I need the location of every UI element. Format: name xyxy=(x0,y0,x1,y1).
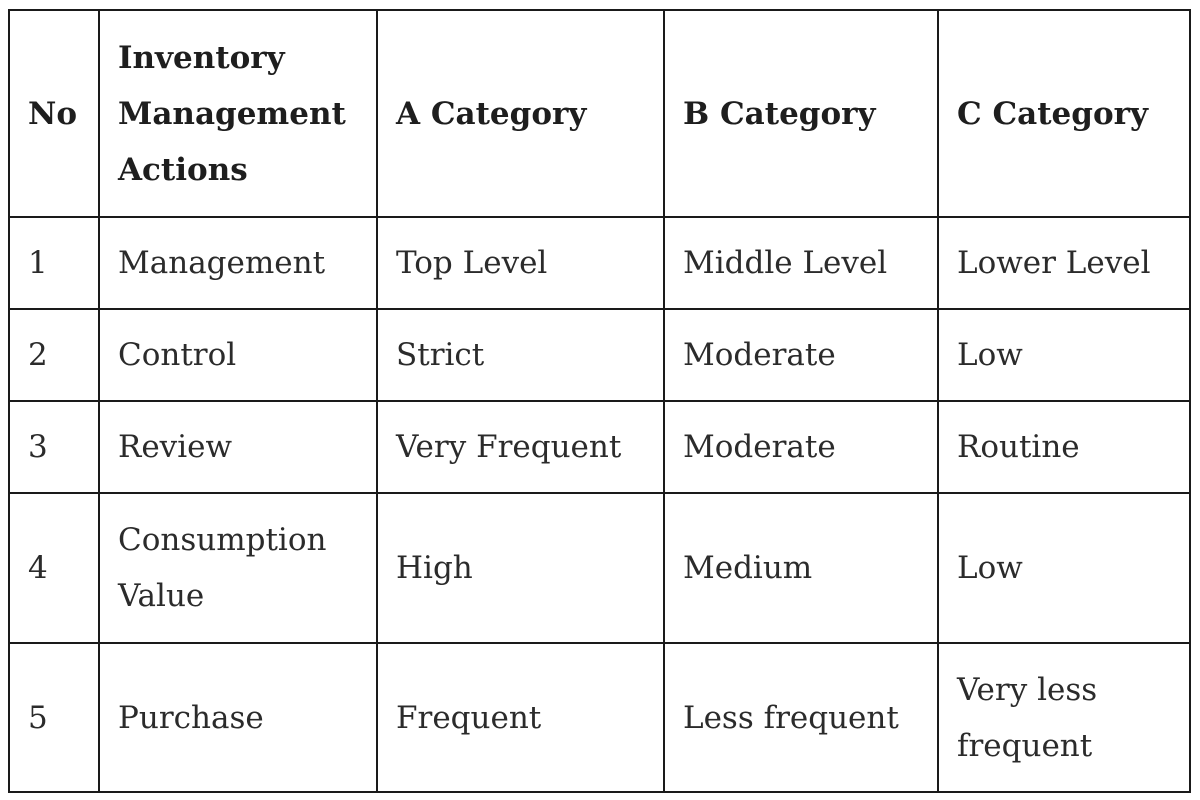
cell-action: Control xyxy=(98,308,378,402)
abc-inventory-table: No Inventory Management Actions A Catego… xyxy=(8,9,1191,793)
table-row: 2 Control Strict Moderate Low xyxy=(8,308,1191,402)
table-row: 4 Consumption Value High Medium Low xyxy=(8,492,1191,644)
table-row: 3 Review Very Frequent Moderate Routine xyxy=(8,400,1191,494)
header-no: No xyxy=(8,9,100,218)
cell-b-category: Medium xyxy=(663,492,939,644)
cell-b-category: Moderate xyxy=(663,308,939,402)
cell-action: Purchase xyxy=(98,642,378,793)
cell-c-category: Very less frequent xyxy=(937,642,1191,793)
cell-b-category: Less frequent xyxy=(663,642,939,793)
cell-action: Review xyxy=(98,400,378,494)
table-header-row: No Inventory Management Actions A Catego… xyxy=(8,9,1191,218)
cell-no: 5 xyxy=(8,642,100,793)
cell-c-category: Low xyxy=(937,308,1191,402)
cell-c-category: Low xyxy=(937,492,1191,644)
cell-a-category: High xyxy=(376,492,665,644)
header-a-category: A Category xyxy=(376,9,665,218)
header-inventory-management-actions: Inventory Management Actions xyxy=(98,9,378,218)
cell-a-category: Top Level xyxy=(376,216,665,310)
cell-no: 2 xyxy=(8,308,100,402)
cell-c-category: Routine xyxy=(937,400,1191,494)
cell-no: 3 xyxy=(8,400,100,494)
cell-action: Management xyxy=(98,216,378,310)
cell-a-category: Frequent xyxy=(376,642,665,793)
cell-no: 1 xyxy=(8,216,100,310)
cell-b-category: Middle Level xyxy=(663,216,939,310)
table-row: 1 Management Top Level Middle Level Lowe… xyxy=(8,216,1191,310)
cell-action: Consumption Value xyxy=(98,492,378,644)
table-row: 5 Purchase Frequent Less frequent Very l… xyxy=(8,642,1191,793)
abc-table-container: No Inventory Management Actions A Catego… xyxy=(8,9,1191,793)
cell-a-category: Strict xyxy=(376,308,665,402)
cell-no: 4 xyxy=(8,492,100,644)
cell-a-category: Very Frequent xyxy=(376,400,665,494)
cell-b-category: Moderate xyxy=(663,400,939,494)
cell-c-category: Lower Level xyxy=(937,216,1191,310)
header-b-category: B Category xyxy=(663,9,939,218)
header-c-category: C Category xyxy=(937,9,1191,218)
